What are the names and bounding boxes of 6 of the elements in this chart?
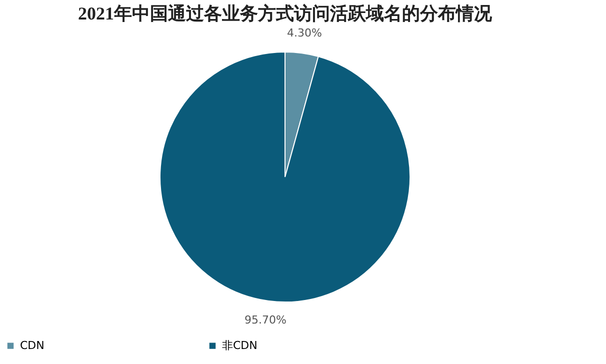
legend-label: 非CDN [222,338,258,352]
legend-label: CDN [20,338,44,352]
pie-slice [160,52,410,302]
data-label: 95.70% [244,314,286,327]
chart-title: 2021年中国通过各业务方式访问活跃域名的分布情况 [78,3,493,24]
data-label: 4.30% [287,26,322,40]
